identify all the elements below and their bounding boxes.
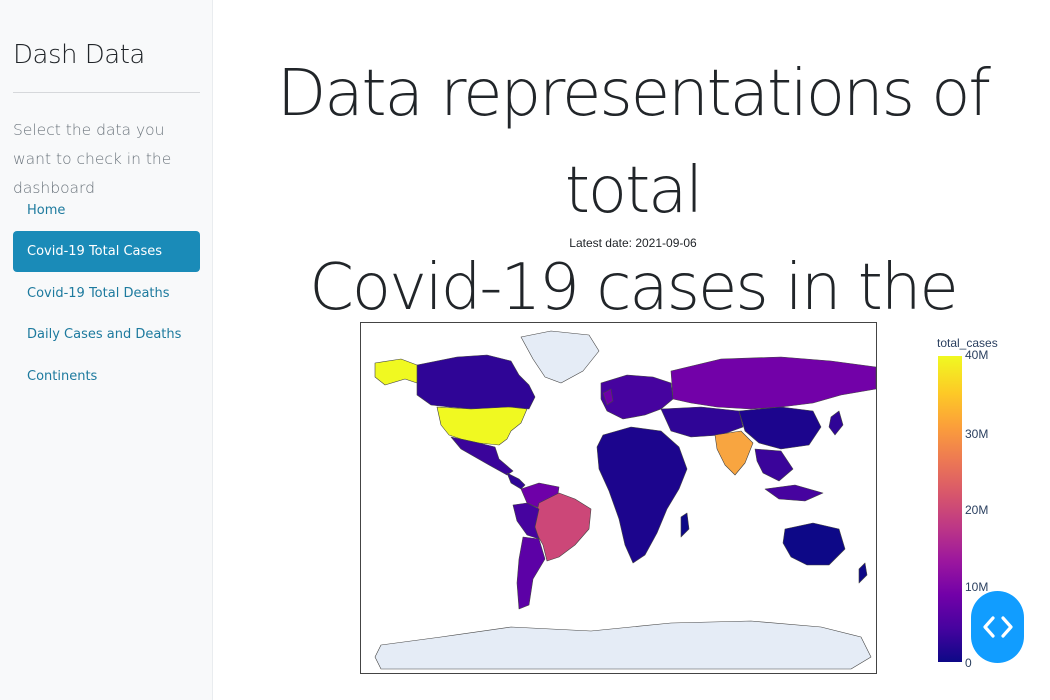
region-argentina-chile — [516, 536, 546, 610]
colorbar-tick-30m: 30M — [965, 427, 989, 441]
nav-covid-total-deaths[interactable]: Covid-19 Total Deaths — [27, 286, 170, 301]
world-map-svg — [374, 330, 876, 670]
region-antarctica — [374, 620, 872, 670]
region-usa — [436, 406, 528, 446]
colorbar-tick-0: 0 — [965, 656, 972, 670]
region-australia — [782, 522, 846, 566]
code-toggle-icon — [982, 616, 1013, 638]
region-madagascar — [680, 512, 690, 538]
page-title-line1: Data representations of total — [277, 57, 991, 228]
code-toggle-button[interactable] — [971, 591, 1024, 663]
sidebar-description: Select the data you want to check in the… — [13, 121, 172, 197]
region-canada — [416, 354, 536, 410]
colorbar-tick-40m: 40M — [965, 348, 989, 362]
nav-continents[interactable]: Continents — [27, 369, 98, 384]
colorbar-tick-10m: 10M — [965, 580, 989, 594]
region-china — [738, 406, 822, 450]
nav-covid-total-cases[interactable]: Covid-19 Total Cases — [13, 231, 200, 272]
region-russia — [670, 356, 876, 410]
region-africa — [596, 426, 688, 564]
sidebar-divider — [13, 92, 200, 93]
latest-date: Latest date: 2021-09-06 — [569, 236, 697, 250]
region-peru-bolivia — [512, 502, 540, 540]
region-brazil — [532, 492, 592, 562]
region-central-america — [506, 472, 526, 490]
region-japan — [828, 410, 844, 436]
region-mexico — [450, 436, 514, 476]
nav-home[interactable]: Home — [27, 203, 66, 218]
region-central-asia — [660, 406, 744, 438]
choropleth-map[interactable] — [360, 322, 877, 674]
colorbar-tick-20m: 20M — [965, 503, 989, 517]
region-new-zealand — [858, 562, 868, 584]
nav-daily-cases-deaths[interactable]: Daily Cases and Deaths — [27, 327, 182, 342]
page-title: Data representations of total Covid-19 c… — [268, 46, 998, 434]
app-title: Dash Data — [13, 40, 145, 70]
region-uk — [602, 388, 614, 406]
colorbar — [938, 356, 962, 662]
region-indonesia — [764, 484, 824, 502]
region-southeast-asia — [754, 448, 794, 482]
sidebar: Dash Data Select the data you want to ch… — [0, 0, 213, 700]
region-greenland — [520, 330, 600, 384]
colorbar-title: total_cases — [937, 336, 998, 350]
region-alaska — [374, 358, 418, 386]
region-india — [714, 430, 754, 476]
